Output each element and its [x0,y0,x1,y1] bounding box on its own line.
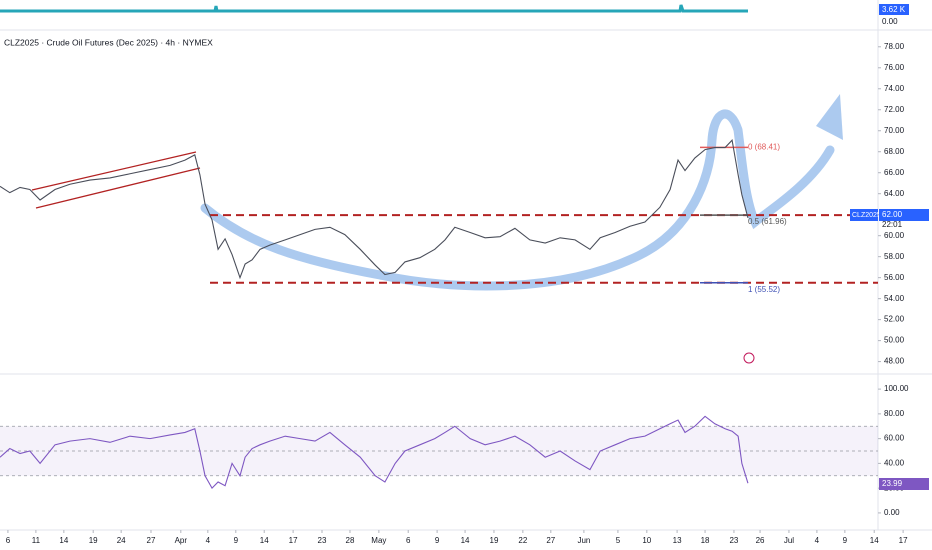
rsi-line [0,415,749,490]
x-tick-label: 24 [117,536,126,545]
x-tick-label: 14 [870,536,879,545]
y-tick-label: 54.00 [884,294,905,303]
x-tick-label: May [371,536,386,545]
fib-label: 0 (68.41) [748,143,780,152]
x-tick-label: 23 [318,536,327,545]
y-tick-label: 58.00 [884,252,905,261]
countdown: 22:01 [882,220,903,229]
x-tick-label: 5 [616,536,621,545]
drawn-curve [200,109,835,291]
rsi-badge: 23.99 [882,479,903,488]
channel-lines [31,151,201,209]
y-tick-label: 60.00 [884,434,905,443]
x-tick-label: Jul [784,536,794,545]
y-tick-label: 40.00 [884,458,905,467]
symbol-badge-box [850,209,878,221]
strip-badge [879,4,909,15]
x-tick-label: 14 [461,536,470,545]
x-tick-label: 14 [59,536,68,545]
y-tick-label: 70.00 [884,126,905,135]
x-tick-label: 10 [642,536,651,545]
x-tick-label: 26 [756,536,765,545]
x-tick-label: 22 [518,536,527,545]
y-tick-label: 100.00 [884,384,909,393]
fib-label: 1 (55.52) [748,285,780,294]
y-tick-label: 48.00 [884,357,905,366]
y-tick-label: 74.00 [884,84,905,93]
x-tick-label: 14 [260,536,269,545]
x-tick-label: 6 [6,536,11,545]
price-badge-box [879,209,929,221]
x-tick-label: 4 [206,536,211,545]
x-tick-label: 9 [234,536,239,545]
x-tick-label: 9 [435,536,440,545]
x-tick-label: 27 [546,536,555,545]
strip-zero: 0.00 [882,17,898,26]
y-tick-label: 66.00 [884,168,905,177]
drawn-arrowhead [816,94,843,140]
y-tick-label: 68.00 [884,147,905,156]
x-tick-label: 28 [346,536,355,545]
y-tick-label: 60.00 [884,231,905,240]
x-tick-label: Jun [577,536,590,545]
y-tick-label: 78.00 [884,42,905,51]
symbol-badge: CLZ2025 [852,212,881,219]
y-tick-label: 50.00 [884,336,905,345]
alert-icon [743,352,755,364]
x-tick-label: 19 [490,536,499,545]
x-tick-label: 11 [32,536,41,545]
strip-value: 3.62 K [882,5,906,14]
x-tick-label: 6 [406,536,411,545]
fib-label: 0.5 (61.96) [748,217,787,226]
x-tick-label: 17 [289,536,298,545]
x-tick-label: Apr [175,536,188,545]
y-tick-label: 52.00 [884,315,905,324]
y-tick-label: 80.00 [884,409,905,418]
x-tick-label: 4 [815,536,820,545]
x-tick-label: 17 [899,536,908,545]
y-tick-label: 72.00 [884,105,905,114]
rsi-badge-box [879,478,929,490]
y-tick-label: 64.00 [884,189,905,198]
x-tick-label: 9 [843,536,848,545]
indicator-strip [0,4,748,13]
chart-title: CLZ2025 · Crude Oil Futures (Dec 2025) ·… [4,37,213,47]
x-tick-label: 23 [729,536,738,545]
x-tick-label: 13 [673,536,682,545]
price-line [0,139,749,280]
x-tick-label: 19 [89,536,98,545]
y-tick-label: 0.00 [884,508,900,517]
x-tick-label: 18 [701,536,710,545]
price-badge: 62.00 [882,210,903,219]
x-tick-label: 27 [147,536,156,545]
y-tick-label: 76.00 [884,63,905,72]
y-tick-label: 56.00 [884,273,905,282]
